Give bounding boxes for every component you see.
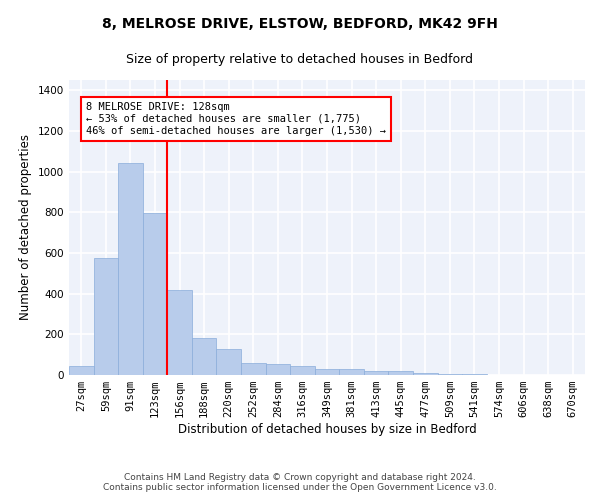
Bar bbox=[339, 370, 364, 375]
Bar bbox=[94, 258, 118, 375]
Bar bbox=[241, 363, 266, 375]
Text: Contains HM Land Registry data © Crown copyright and database right 2024.
Contai: Contains HM Land Registry data © Crown c… bbox=[103, 473, 497, 492]
Bar bbox=[290, 366, 315, 375]
Bar bbox=[315, 369, 339, 375]
Bar bbox=[388, 372, 413, 375]
Text: Size of property relative to detached houses in Bedford: Size of property relative to detached ho… bbox=[127, 52, 473, 66]
Bar bbox=[462, 374, 487, 375]
X-axis label: Distribution of detached houses by size in Bedford: Distribution of detached houses by size … bbox=[178, 423, 476, 436]
Bar bbox=[437, 374, 462, 375]
Bar bbox=[118, 164, 143, 375]
Bar bbox=[217, 348, 241, 375]
Bar bbox=[266, 364, 290, 375]
Bar bbox=[413, 372, 437, 375]
Bar bbox=[69, 366, 94, 375]
Bar bbox=[192, 338, 217, 375]
Text: 8, MELROSE DRIVE, ELSTOW, BEDFORD, MK42 9FH: 8, MELROSE DRIVE, ELSTOW, BEDFORD, MK42 … bbox=[102, 18, 498, 32]
Text: 8 MELROSE DRIVE: 128sqm
← 53% of detached houses are smaller (1,775)
46% of semi: 8 MELROSE DRIVE: 128sqm ← 53% of detache… bbox=[86, 102, 386, 136]
Bar bbox=[364, 371, 388, 375]
Bar bbox=[167, 290, 192, 375]
Y-axis label: Number of detached properties: Number of detached properties bbox=[19, 134, 32, 320]
Bar bbox=[143, 214, 167, 375]
